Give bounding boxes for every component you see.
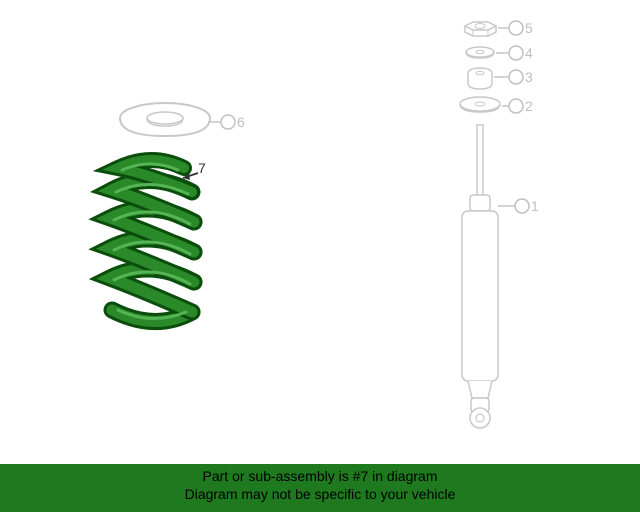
callout-2: 2 <box>525 98 533 114</box>
callout-7: 7 <box>198 160 206 176</box>
diagram-svg <box>0 0 640 470</box>
footer-line-1: Part or sub-assembly is #7 in diagram <box>0 468 640 486</box>
callout-5: 5 <box>525 20 533 36</box>
callout-1: 1 <box>531 198 539 214</box>
callout-3: 3 <box>525 69 533 85</box>
part-nut <box>465 21 523 36</box>
footer-line-2: Diagram may not be specific to your vehi… <box>0 486 640 504</box>
part-spring-seat <box>120 103 235 136</box>
part-shock-absorber <box>462 125 529 428</box>
part-washer-large <box>460 97 523 113</box>
part-washer-small <box>466 46 523 60</box>
parts-diagram: 5 4 3 2 1 6 7 <box>0 0 640 470</box>
footer-banner: Part or sub-assembly is #7 in diagram Di… <box>0 464 640 512</box>
callout-6: 6 <box>237 114 245 130</box>
part-coil-spring <box>110 160 198 322</box>
callout-4: 4 <box>525 45 533 61</box>
part-bushing-upper <box>468 68 523 89</box>
